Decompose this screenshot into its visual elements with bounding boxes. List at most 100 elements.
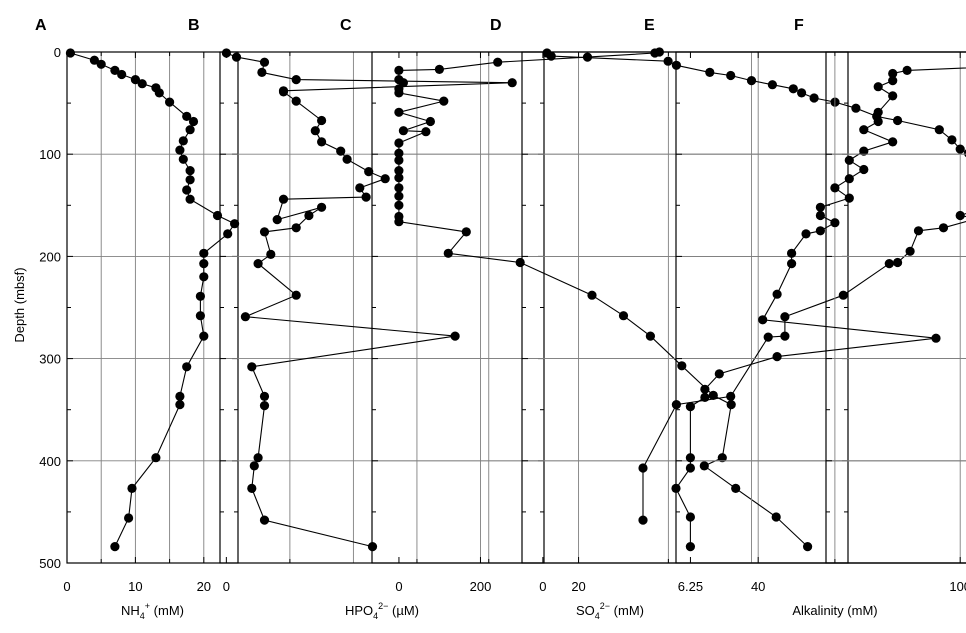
data-point (767, 80, 778, 90)
data-point (247, 483, 257, 493)
data-point (188, 116, 199, 127)
data-point (259, 391, 270, 401)
data-point (96, 59, 106, 69)
data-point (182, 185, 192, 195)
data-point (699, 461, 709, 471)
data-point (859, 146, 869, 156)
x-axis-title-part: 2− (378, 601, 388, 611)
data-point (913, 226, 924, 236)
data-point (342, 154, 352, 164)
data-point (815, 202, 826, 212)
data-point (185, 175, 195, 185)
data-point (317, 115, 327, 126)
data-point (336, 146, 346, 156)
data-point (663, 56, 673, 66)
data-point (717, 453, 727, 463)
data-point (685, 542, 696, 552)
y-tick-label: 500 (39, 556, 61, 571)
data-point (587, 290, 597, 300)
x-tick-label: 0 (539, 579, 546, 594)
data-point (127, 483, 137, 493)
data-point (124, 513, 134, 523)
data-point (859, 164, 869, 175)
data-point (257, 67, 267, 77)
data-point (65, 48, 75, 58)
data-point (212, 210, 223, 221)
x-tick-label: 6.25 (678, 579, 703, 594)
data-point (888, 91, 898, 101)
x-tick-label: 0 (223, 579, 230, 594)
data-point (546, 51, 556, 61)
data-point (685, 512, 696, 522)
plot-frame (521, 51, 966, 564)
data-point (434, 64, 444, 74)
data-point (787, 259, 797, 269)
x-axis-title: NH4+ (mM) (121, 601, 184, 621)
data-point (394, 155, 404, 165)
data-point (182, 362, 192, 372)
data-point (178, 136, 188, 146)
data-point (771, 512, 781, 522)
data-point (439, 96, 449, 106)
data-point (859, 125, 869, 135)
data-point (175, 145, 185, 155)
data-point (763, 332, 773, 342)
series-line (226, 52, 513, 548)
data-point (780, 312, 790, 322)
data-point (394, 88, 404, 98)
data-point (185, 125, 195, 135)
data-point (394, 148, 404, 158)
data-point (938, 223, 949, 233)
data-point (394, 217, 404, 227)
data-point (700, 392, 710, 402)
data-point (700, 384, 710, 394)
data-point (175, 400, 185, 410)
data-point (515, 257, 525, 268)
data-point (905, 246, 915, 256)
x-axis-title-part: NH (121, 603, 140, 618)
data-point (199, 248, 209, 258)
x-axis-title-part: 4 (373, 611, 378, 621)
data-point (317, 137, 327, 147)
x-tick-label: 200 (470, 579, 492, 594)
data-point (955, 144, 965, 154)
data-point (185, 166, 195, 176)
x-tick-label: 0 (63, 579, 70, 594)
data-point (253, 453, 263, 463)
x-tick-label: 20 (571, 579, 585, 594)
data-point (650, 48, 660, 58)
data-point (259, 227, 270, 237)
data-point (291, 223, 301, 233)
data-point (266, 249, 276, 259)
data-point (240, 312, 250, 322)
data-point (758, 315, 768, 325)
panel-letter: E (644, 17, 655, 34)
data-point (844, 155, 854, 165)
data-point (714, 369, 724, 379)
data-point (582, 52, 593, 62)
data-point (259, 401, 270, 411)
series-line (70, 52, 236, 547)
data-point (803, 542, 813, 552)
data-point (873, 116, 883, 127)
data-point (893, 115, 903, 126)
data-point (838, 290, 848, 300)
x-axis-title-part: (mM) (610, 603, 644, 618)
data-point (195, 291, 205, 301)
data-point (199, 331, 209, 341)
data-point (230, 219, 240, 229)
x-axis-title-part: SO (576, 603, 595, 618)
data-point (888, 137, 898, 147)
data-point (355, 183, 365, 193)
data-point (137, 79, 147, 89)
x-tick-label: 10 (128, 579, 142, 594)
x-axis-title-part: 4 (140, 611, 145, 621)
data-point (671, 483, 681, 493)
data-point (685, 463, 696, 473)
data-point (361, 192, 371, 202)
data-point (677, 361, 687, 371)
data-point (394, 138, 404, 148)
